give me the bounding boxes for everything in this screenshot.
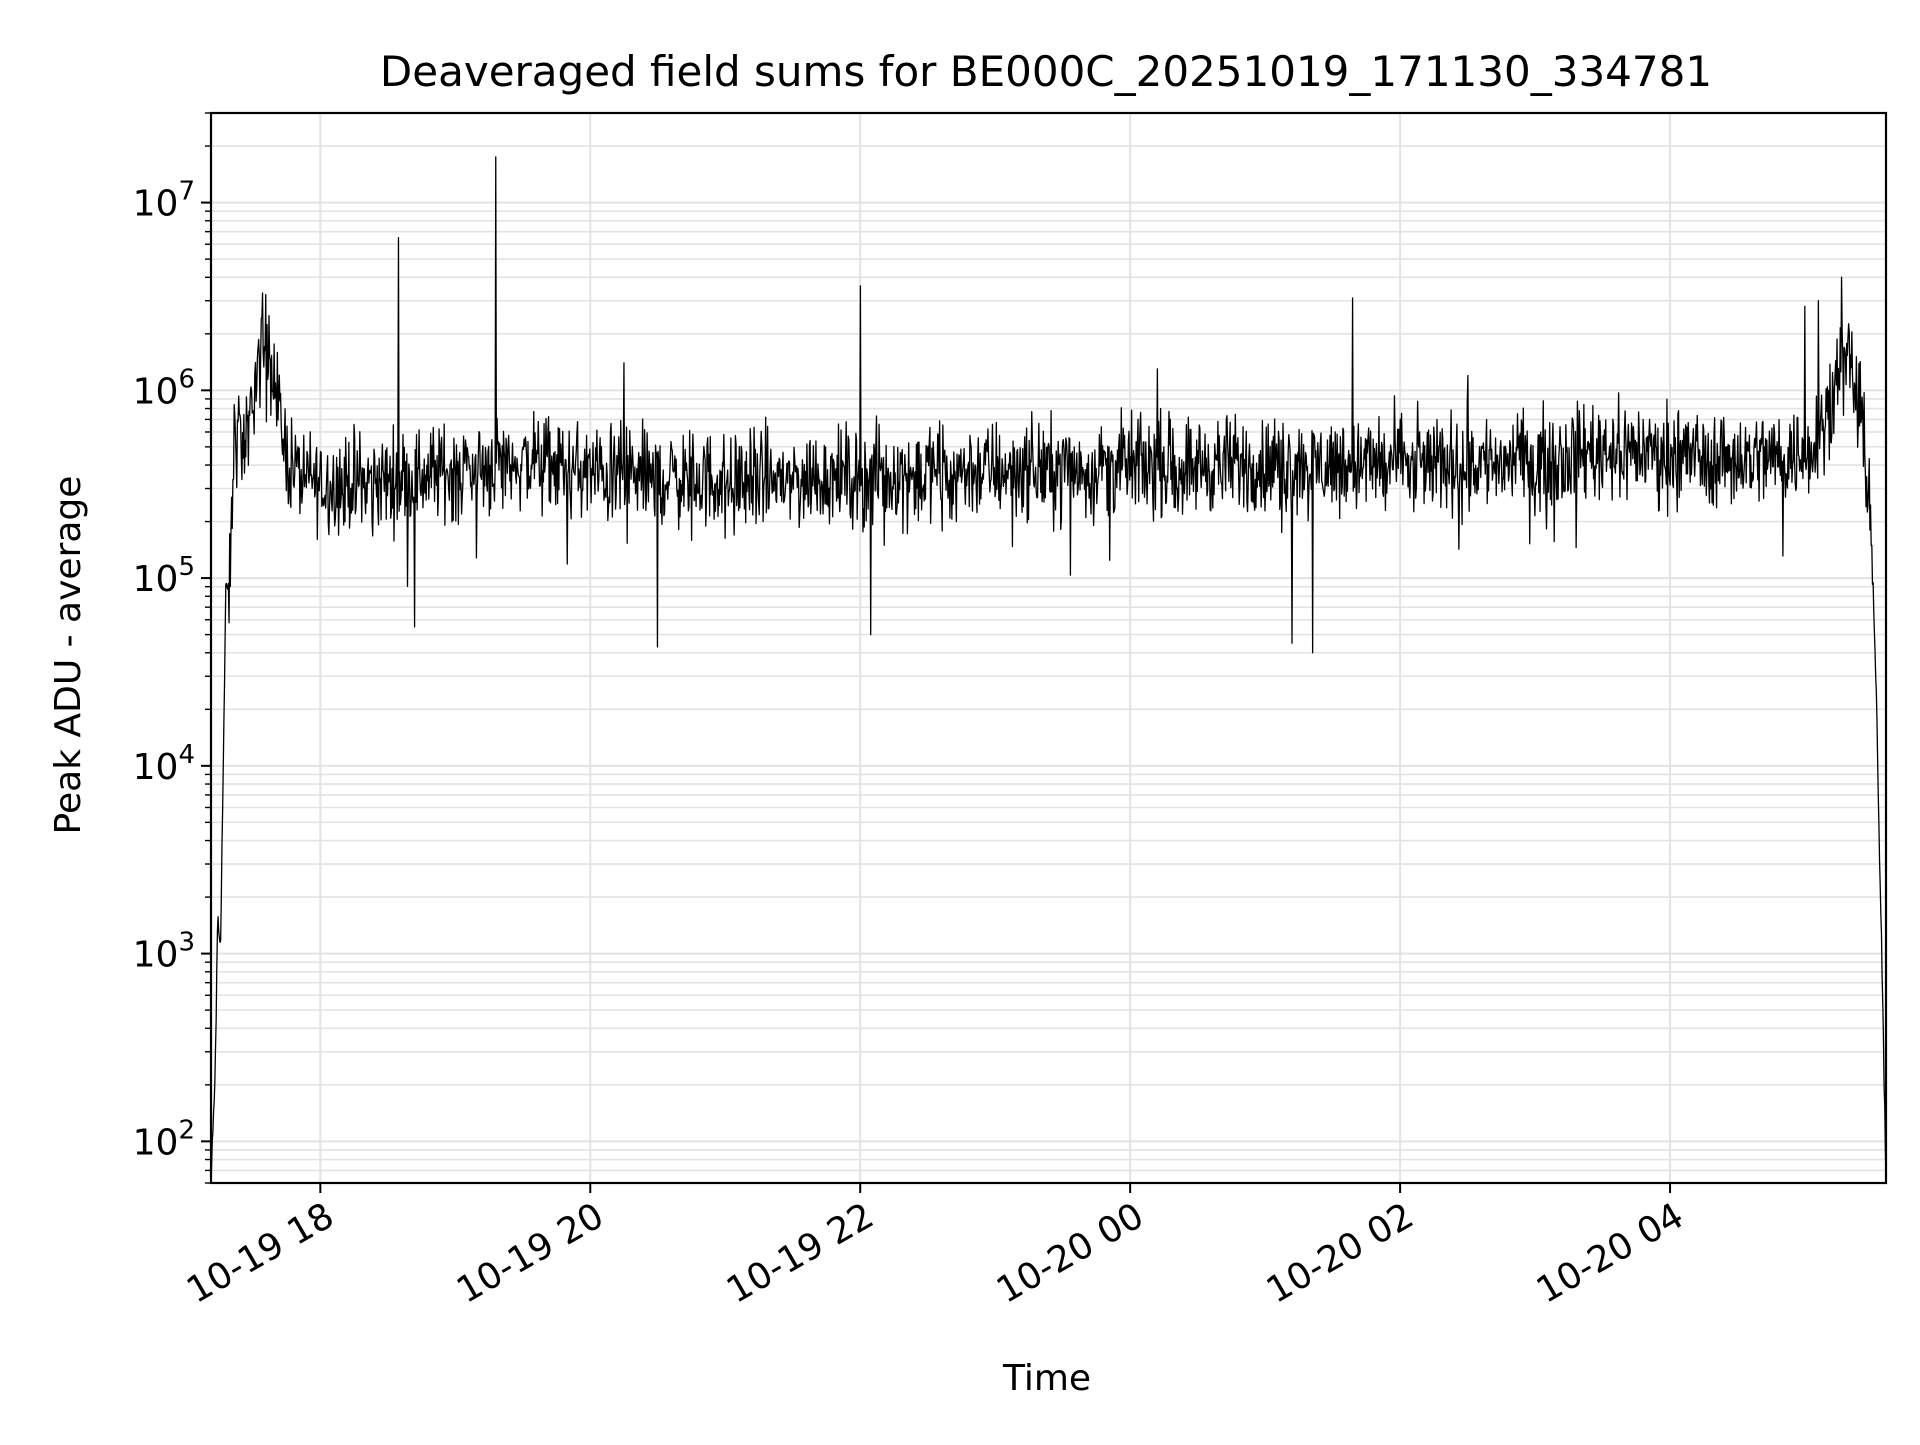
y-tick-label-exponent: 7	[178, 177, 195, 207]
y-tick-label-base: 10	[133, 935, 179, 976]
plot-frame	[209, 111, 1888, 1185]
y-tick-label-exponent: 2	[178, 1115, 195, 1145]
y-axis-label: Peak ADU - average	[48, 476, 89, 835]
y-tick-label-base: 10	[133, 559, 179, 600]
y-tick-label: 107	[133, 177, 195, 225]
y-tick-label-base: 10	[133, 371, 179, 412]
y-tick-label-exponent: 4	[178, 740, 195, 770]
y-tick-label-base: 10	[133, 747, 179, 788]
y-tick-label-base: 10	[133, 1122, 179, 1163]
y-tick-label: 102	[133, 1115, 195, 1163]
y-tick-label-base: 10	[133, 184, 179, 225]
y-tick-label: 106	[133, 364, 195, 412]
chart-title: Deaveraged field sums for BE000C_2025101…	[380, 47, 1712, 96]
x-axis-label: Time	[1002, 1358, 1091, 1399]
series-line	[210, 156, 1887, 1182]
y-tick-label-exponent: 3	[178, 928, 195, 958]
y-tick-label: 103	[133, 928, 195, 976]
y-tick-label: 104	[133, 740, 195, 788]
y-tick-label: 105	[133, 552, 195, 600]
y-tick-label-exponent: 5	[178, 552, 195, 582]
series-layer	[210, 156, 1887, 1182]
y-tick-label-exponent: 6	[178, 364, 195, 394]
